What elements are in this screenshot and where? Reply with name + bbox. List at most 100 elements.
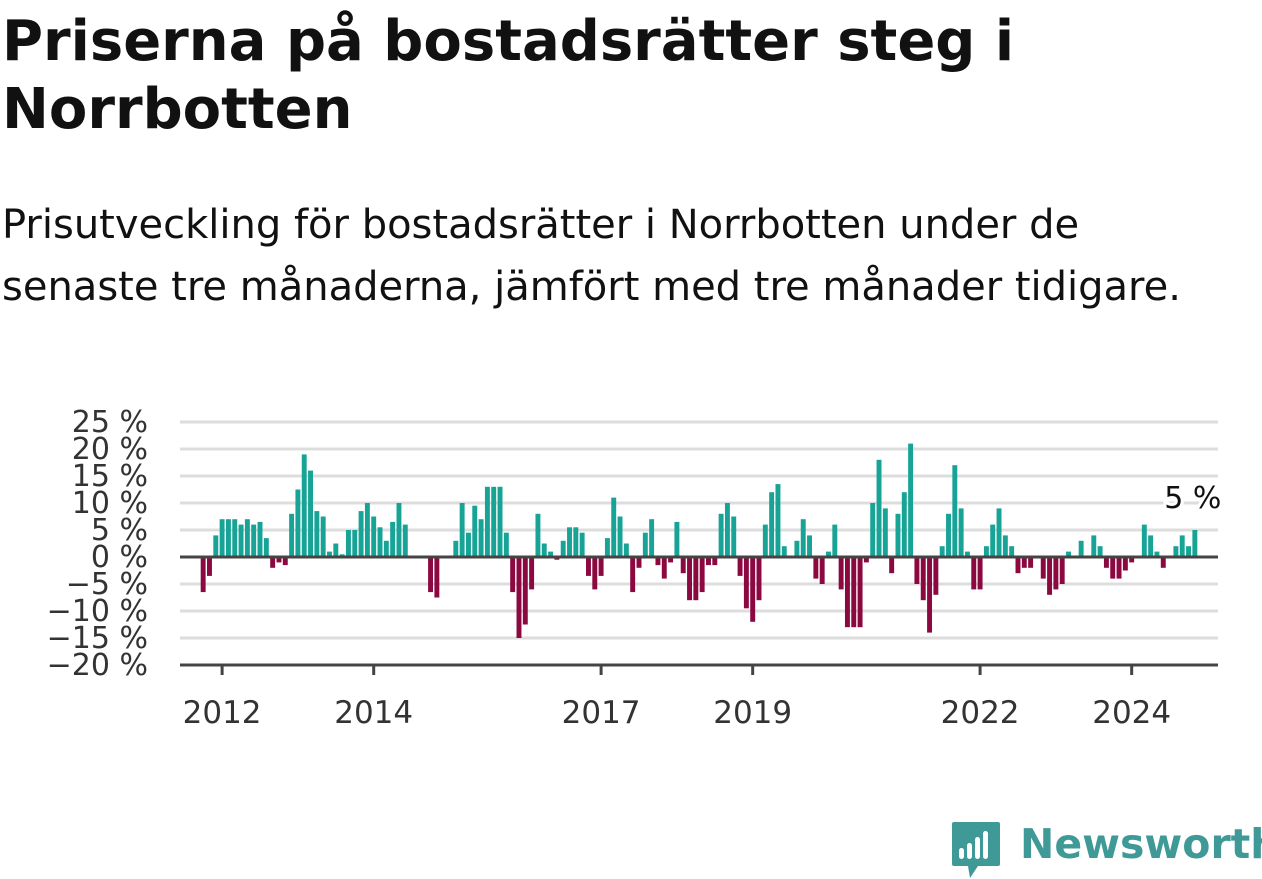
bar [756,557,762,601]
bar [851,557,857,628]
bar [396,503,402,557]
bar [1122,557,1128,571]
axes [180,555,1218,675]
bar [933,557,939,595]
bar [345,530,351,557]
bar [687,557,692,601]
bar [402,524,408,557]
bar [636,557,642,568]
bar [453,540,459,557]
bar [882,508,888,557]
bar [282,557,288,566]
bar [586,557,591,576]
bar [1078,540,1084,557]
bar [914,557,920,584]
bar [952,465,958,557]
bar [844,557,850,628]
bar [1040,557,1046,579]
bar [213,535,219,557]
chart-subtitle: Prisutveckling för bostadsrätter i Norrb… [2,202,1181,310]
bar [301,454,307,557]
bar [674,521,680,557]
bar [617,516,623,557]
bar [263,538,269,557]
bar [781,546,787,557]
bar [314,511,320,557]
bar [920,557,926,601]
y-tick-label: 15 % [72,459,148,494]
bar [775,484,781,557]
bar [706,557,711,566]
bar [478,519,484,557]
bar [390,521,396,557]
bar [1116,557,1122,579]
bar [295,489,301,557]
bar [1002,535,1008,557]
bar [604,538,610,557]
bar [1097,546,1103,557]
bar [1091,535,1097,557]
y-tick-label: −5 % [66,567,148,602]
bar [642,532,648,557]
bar [1129,557,1135,563]
bar [611,497,617,557]
bar [232,519,238,557]
bar [434,557,440,598]
bar [598,557,604,576]
bar [889,557,895,574]
y-tick-label: 5 % [91,513,148,548]
grid-lines [180,420,1218,640]
newsworthy-logo: Newsworthy [950,818,1262,879]
bar [541,543,547,557]
bar [200,557,206,593]
x-tick-labels: 2012 2014 2017 2019 2022 2024 [183,695,1171,731]
bar [743,557,749,609]
bar [560,540,566,557]
bar [567,527,572,557]
bar [983,546,989,557]
bar [731,516,737,557]
bar [857,557,863,628]
x-tick-label: 2019 [713,695,792,731]
bar [377,527,383,557]
bar [459,503,465,557]
bar [971,557,977,590]
bar [958,508,964,557]
bar [592,557,598,590]
bar [794,540,800,557]
bar [718,513,724,557]
bar [491,486,497,557]
bar [465,532,471,557]
bar [257,521,263,557]
y-tick-label: 20 % [72,432,148,467]
bar [832,524,838,557]
bar [484,486,490,557]
bar [1186,546,1191,557]
bar [1066,551,1071,557]
bar [946,513,951,557]
y-tick-label: −20 % [47,648,148,683]
bar [579,532,585,557]
bar [1173,546,1179,557]
bar [225,519,231,557]
bar [724,503,730,557]
bar [289,513,295,557]
y-tick-label: 0 % [91,540,148,575]
last-value-label: 5 % [1164,481,1221,516]
bar [863,557,869,563]
bar [333,543,339,557]
bar [668,557,674,563]
bar [207,557,212,576]
bar [522,557,528,625]
bar [251,524,257,557]
y-tick-labels: 25 %20 %15 %10 %5 %0 %−5 %−10 %−15 %−20 … [47,405,148,683]
x-tick-label: 2022 [941,695,1020,731]
bar [535,513,541,557]
bar [364,503,370,557]
bar [238,524,244,557]
bar [327,551,332,557]
bar-series [200,443,1198,638]
bar [630,557,636,593]
bar [1160,557,1166,568]
bar [661,557,667,579]
